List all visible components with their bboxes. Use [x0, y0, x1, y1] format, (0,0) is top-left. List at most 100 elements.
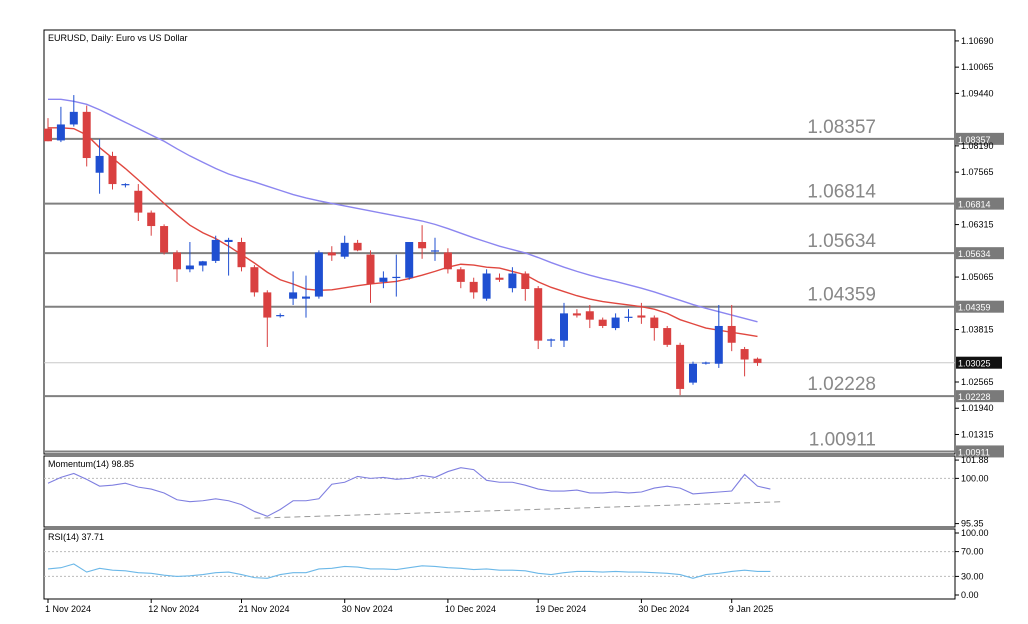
y-tick-label: 1.08190: [961, 141, 994, 151]
x-tick-label: 19 Dec 2024: [535, 604, 586, 614]
chart-title: EURUSD, Daily: Euro vs US Dollar: [48, 33, 188, 43]
level-label: 1.05634: [807, 231, 876, 252]
candle-body: [482, 273, 491, 299]
x-tick-label: 10 Dec 2024: [445, 604, 496, 614]
rsi-y-tick-label: 30.00: [961, 571, 984, 581]
candle-body: [650, 317, 659, 329]
x-tick-label: 21 Nov 2024: [239, 604, 290, 614]
level-price-box-label: 1.02228: [958, 392, 991, 402]
level-price-box-label: 1.04359: [958, 303, 991, 313]
rsi-y-tick-label: 70.00: [961, 547, 984, 557]
x-tick-label: 30 Nov 2024: [342, 604, 393, 614]
y-tick-label: 1.09440: [961, 88, 994, 98]
y-tick-label: 1.10690: [961, 36, 994, 46]
y-tick-label: 1.05065: [961, 272, 994, 282]
axis-layer: 1.08357 1.06814 1.05634 1.04359 1.02228 1.009…: [45, 36, 1004, 614]
candle-body: [740, 349, 749, 360]
level-label: 1.08357: [807, 117, 876, 138]
candle-body: [237, 242, 246, 268]
x-tick-label: 12 Nov 2024: [148, 604, 199, 614]
candle-body: [405, 242, 414, 278]
momentum-title: Momentum(14) 98.85: [48, 459, 134, 469]
candle-body: [250, 267, 259, 293]
momentum-y-tick-label: 100.00: [961, 473, 989, 483]
candle-body: [637, 315, 646, 318]
rsi-panel: [43, 528, 956, 600]
current-price-label: 1.03025: [958, 359, 991, 369]
candle-body: [727, 325, 736, 343]
y-tick-label: 1.01315: [961, 429, 994, 439]
candle-body: [663, 328, 672, 345]
level-price-box-label: 1.08357: [958, 135, 991, 145]
candle-body: [585, 311, 594, 320]
candle-body: [624, 316, 633, 318]
momentum-trendline: [254, 501, 784, 519]
candle-body: [598, 319, 607, 326]
rsi-y-tick-label: 0.00: [961, 590, 979, 600]
y-tick-label: 1.07565: [961, 167, 994, 177]
momentum-layer: [44, 467, 955, 519]
y-tick-label: 1.02565: [961, 377, 994, 387]
candle-body: [534, 288, 543, 341]
x-tick-label: 30 Dec 2024: [638, 604, 689, 614]
candle-body: [44, 128, 52, 142]
candle-body: [469, 281, 478, 293]
level-label: 1.02228: [807, 374, 876, 395]
candle-body: [134, 190, 143, 213]
rsi-line: [47, 563, 771, 579]
main-price-layer: 1.08357 1.06814 1.05634 1.04359 1.02228 1.009…: [44, 95, 955, 453]
level-price-box: [956, 300, 1004, 313]
rsi-title: RSI(14) 37.71: [48, 532, 104, 542]
candle-body: [276, 315, 285, 317]
candle-body: [521, 273, 530, 290]
candle-body: [121, 184, 130, 186]
level-price-box: [956, 390, 1004, 403]
candle-body: [676, 344, 685, 389]
level-price-box: [956, 247, 1004, 260]
momentum-panel: [43, 455, 956, 528]
candle-body: [366, 254, 375, 284]
candle-body: [611, 317, 620, 329]
candle-body: [340, 242, 349, 257]
level-price-box-label: 1.05634: [958, 249, 991, 259]
candle-body: [56, 124, 65, 141]
momentum-line: [47, 467, 771, 517]
current-price-box: [956, 356, 1002, 369]
candle-body: [327, 252, 336, 256]
candle-body: [353, 242, 362, 251]
momentum-y-tick-label: 95.35: [961, 519, 984, 529]
level-price-box-label: 1.00911: [958, 447, 990, 457]
candle-body: [392, 276, 401, 279]
candle-body: [379, 277, 388, 282]
candle-body: [443, 252, 452, 270]
momentum-y-tick-label: 101.88: [961, 455, 989, 465]
candle-body: [160, 226, 169, 253]
level-price-box: [956, 197, 1004, 210]
candle-body: [689, 363, 697, 383]
level-label: 1.04359: [807, 285, 876, 306]
candle-body: [714, 325, 723, 364]
level-label: 1.00911: [809, 429, 876, 450]
rsi-layer: [44, 551, 955, 579]
candle-body: [456, 269, 465, 282]
candle-body: [418, 242, 427, 249]
candle-body: [108, 155, 117, 185]
candle-body: [560, 313, 568, 341]
candle-body: [147, 212, 156, 227]
candle-body: [263, 292, 272, 318]
y-tick-label: 1.06315: [961, 220, 994, 230]
candle-body: [173, 252, 181, 270]
candle-body: [224, 239, 233, 242]
y-tick-label: 1.01940: [961, 403, 994, 413]
candle-body: [508, 273, 517, 289]
x-tick-label: 9 Jan 2025: [729, 604, 774, 614]
candle-body: [302, 296, 310, 299]
rsi-y-tick-label: 100.00: [961, 528, 989, 538]
candle-body: [753, 358, 762, 363]
candle-body: [314, 252, 323, 297]
candle-body: [211, 239, 220, 261]
ma-slow-line: [48, 98, 758, 323]
main-chart-panel: [43, 29, 956, 455]
ma-fast-line: [48, 127, 758, 338]
